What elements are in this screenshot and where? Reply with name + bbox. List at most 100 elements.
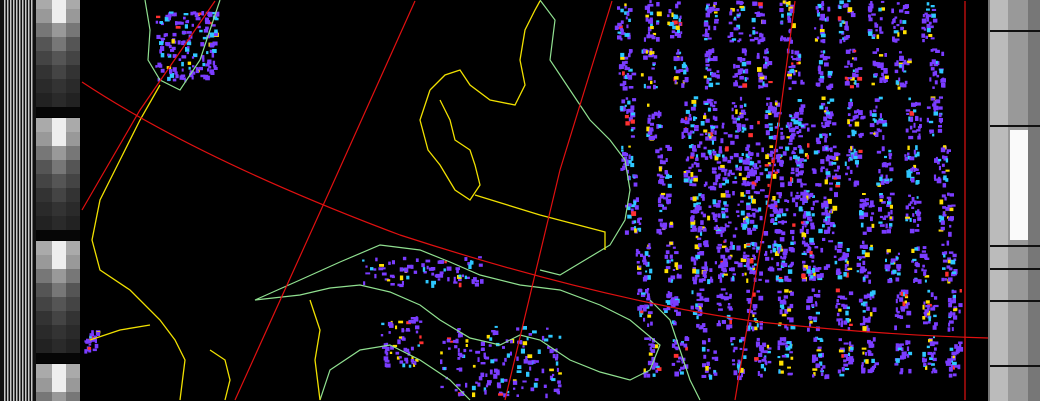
cloud-pixel: [905, 213, 909, 218]
cloud-pixel: [759, 215, 763, 221]
cloud-pixel: [652, 62, 656, 65]
cloud-pixel: [202, 62, 206, 67]
cloud-pixel: [719, 278, 723, 283]
cloud-pixel: [460, 391, 465, 396]
cloud-pixel: [363, 281, 366, 286]
cloud-pixel: [683, 178, 689, 183]
cloud-pixel: [740, 222, 744, 228]
cloud-pixel: [690, 152, 695, 157]
cloud-pixel: [906, 172, 912, 178]
cloud-pixel: [762, 81, 765, 86]
cloud-pixel: [794, 125, 799, 129]
cloud-pixel: [767, 360, 772, 364]
cloud-pixel: [621, 145, 624, 150]
cloud-pixel: [702, 340, 706, 345]
cloud-pixel: [933, 336, 935, 339]
cloud-pixel: [938, 229, 944, 232]
cloud-pixel: [728, 324, 733, 329]
cloud-pixel: [818, 353, 823, 357]
cloud-pixel: [885, 223, 888, 229]
cloud-pixel: [905, 216, 909, 222]
cloud-pixel: [837, 243, 843, 249]
cloud-pixel: [901, 67, 905, 72]
cloud-pixel: [646, 133, 651, 137]
cloud-pixel: [825, 231, 830, 234]
cloud-pixel: [857, 256, 862, 259]
cloud-pixel: [558, 372, 562, 375]
cloud-pixel: [722, 154, 725, 158]
cloud-pixel: [928, 21, 932, 25]
cloud-pixel: [655, 149, 660, 154]
cloud-pixel: [718, 183, 722, 188]
cloud-pixel: [743, 49, 747, 53]
cloud-pixel: [799, 145, 802, 150]
cloud-pixel: [783, 295, 788, 299]
cloud-pixel: [846, 166, 850, 170]
telemetry-wedge-center: [52, 160, 66, 174]
cloud-pixel: [729, 293, 732, 298]
cloud-pixel: [620, 107, 623, 111]
cloud-pixel: [674, 296, 679, 301]
cloud-pixel: [814, 246, 819, 249]
cloud-pixel: [789, 306, 793, 309]
cloud-pixel: [904, 300, 907, 304]
cloud-pixel: [811, 254, 815, 259]
cloud-pixel: [912, 130, 917, 133]
cloud-pixel: [873, 131, 879, 136]
cloud-pixel: [630, 119, 635, 124]
cloud-pixel: [924, 275, 930, 278]
cloud-pixel: [214, 31, 218, 37]
cloud-pixel: [809, 192, 814, 197]
cloud-pixel: [546, 327, 549, 330]
cloud-pixel: [906, 112, 910, 115]
cloud-pixel: [800, 182, 803, 188]
political-borders: [89, 0, 606, 401]
cloud-pixel: [181, 61, 184, 67]
cloud-pixel: [915, 145, 918, 151]
cloud-pixel: [759, 33, 764, 38]
cloud-pixel: [816, 36, 820, 40]
cloud-pixel: [803, 193, 808, 196]
cloud-pixel: [807, 143, 810, 148]
cloud-pixel: [803, 195, 807, 200]
cloud-pixel: [196, 12, 201, 16]
cloud-pixel: [798, 171, 802, 174]
cloud-pixel: [916, 172, 920, 175]
cloud-pixel: [620, 52, 625, 57]
cloud-pixel: [864, 202, 870, 206]
telemetry-wedge-center: [52, 241, 66, 255]
cloud-pixel: [692, 276, 695, 282]
cloud-pixel: [772, 196, 776, 201]
cloud-pixel: [786, 37, 792, 42]
telemetry-wedge-center: [52, 0, 66, 9]
cloud-pixel: [493, 373, 498, 379]
cloud-pixel: [198, 12, 203, 15]
cloud-pixel: [849, 48, 852, 51]
cloud-pixel: [927, 351, 933, 355]
cloud-pixel: [753, 191, 758, 194]
cloud-pixel: [689, 179, 693, 184]
cloud-pixel: [773, 201, 778, 206]
cloud-pixel: [365, 265, 368, 268]
cloud-pixel: [637, 227, 641, 231]
cloud-pixel: [658, 124, 662, 128]
cloud-pixel: [745, 147, 749, 151]
cloud-pixel: [905, 128, 909, 133]
cloud-pixel: [694, 205, 697, 210]
cloud-pixel: [878, 7, 882, 12]
cloud-pixel: [699, 133, 704, 136]
cloud-pixel: [675, 25, 680, 30]
cloud-pixel: [89, 335, 92, 339]
cloud-pixel: [401, 328, 405, 333]
cloud-pixel: [822, 146, 827, 152]
cloud-pixel: [823, 110, 827, 113]
cloud-pixel: [775, 154, 781, 160]
cloud-pixel: [828, 75, 832, 78]
cloud-pixel: [846, 248, 850, 252]
cloud-pixel: [646, 85, 651, 89]
cloud-pixel: [740, 192, 744, 197]
cloud-pixel: [836, 268, 841, 273]
cloud-pixel: [849, 98, 853, 102]
cloud-pixel: [791, 68, 795, 74]
cloud-pixel: [709, 374, 713, 380]
